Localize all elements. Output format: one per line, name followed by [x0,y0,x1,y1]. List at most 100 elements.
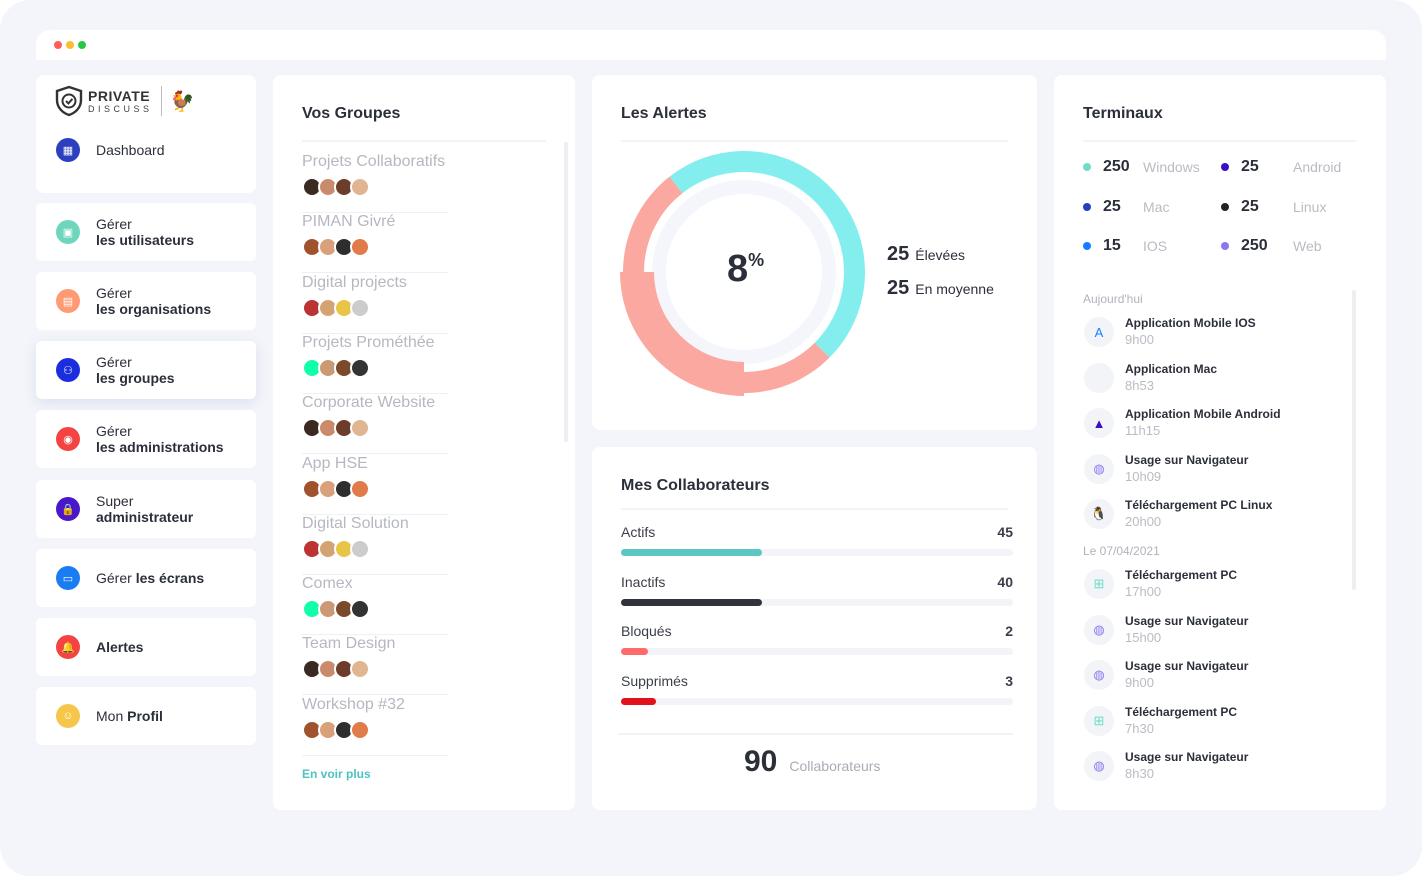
medium-label: En moyenne [915,281,994,297]
terminal-count: 250 [1241,237,1268,254]
group-avatars [302,237,448,258]
group-item[interactable]: Team Design [302,635,448,696]
group-item[interactable]: Workshop #32 [302,696,448,756]
windows-icon: ⊞ [1084,569,1114,599]
activity-time: 10h09 [1125,468,1162,484]
sidebar-item-prefix: Mon [96,708,128,724]
profile-icon: ☺ [56,704,80,728]
stat-label: Bloqués [621,623,672,639]
activity-item[interactable]: ◍ Usage sur Navigateur 15h00 [1084,614,1248,645]
sidebar-item-label: les utilisateurs [96,232,195,248]
terminals-title: Terminaux [1083,105,1163,122]
collaborator-stat: Bloqués 2 [621,623,1013,655]
activity-title: Téléchargement PC [1125,568,1238,582]
sidebar-item-label: les administrations [96,439,224,455]
status-dot [1221,163,1229,171]
status-dot [1221,202,1229,211]
day-label-today: Aujourd'hui [1083,292,1143,306]
activity-item[interactable]: ◍ Usage sur Navigateur 10h09 [1084,453,1248,484]
sidebar-item-users[interactable]: ▣ Gérer les utilisateurs [36,203,256,261]
sidebar-item-label: administrateur [96,509,194,525]
group-name: Projets Prométhée [302,333,435,351]
activity-time: 17h00 [1125,584,1162,599]
terminal-stat: 25 Mac [1083,198,1169,216]
group-item[interactable]: Projets Prométhée [302,334,448,394]
group-item[interactable]: Digital Solution [302,515,448,575]
sidebar-item-profile[interactable]: ☺ Mon Profil [36,687,256,745]
stat-progress-track [621,549,1013,556]
legend-high: 25 Élevées [887,243,965,266]
logo: PRIVATE DISCUSS 🐓 [54,85,194,117]
legend-medium: 25 En moyenne [887,277,994,300]
group-item[interactable]: PIMAN Givré [302,213,448,274]
medium-count: 25 [887,277,910,299]
group-name: Comex [302,575,353,593]
sidebar-item-administration[interactable]: ◉ Gérer les administrations [36,410,256,468]
close-dot[interactable] [54,41,62,49]
groups-card [273,75,575,810]
activity-item[interactable]: A Application Mobile IOS 9h00 [1084,316,1256,347]
group-item[interactable]: Projets Collaboratifs [302,153,448,213]
activity-title: Téléchargement PC Linux [1125,498,1273,512]
see-more-link[interactable]: En voir plus [302,767,371,781]
sidebar-item-screens[interactable]: ▭ Gérer les écrans [36,549,256,607]
avatar [350,538,370,559]
terminal-count: 15 [1103,237,1121,254]
groups-scrollbar[interactable] [564,142,568,442]
activity-item[interactable]: ⊞ Téléchargement PC 7h30 [1084,705,1237,736]
donut-segment-cyan [669,151,865,358]
terminal-count: 25 [1103,197,1121,215]
stat-value: 40 [997,573,1013,590]
logo-subtext: DISCUSS [88,104,153,114]
activity-time: 8h53 [1125,377,1154,393]
sidebar-item-groups[interactable]: ⚇ Gérer les groupes [36,341,256,399]
stat-label: Actifs [621,524,656,540]
activity-item[interactable]: ⊞ Téléchargement PC 17h00 [1084,568,1237,599]
activity-item[interactable]: Application Mac 8h53 [1084,362,1217,393]
avatar [350,177,370,197]
groups-icon: ⚇ [56,358,80,382]
maximize-dot[interactable] [78,41,86,49]
group-name: PIMAN Givré [302,213,396,231]
sidebar-item-prefix: Gérer [96,354,132,370]
activity-item[interactable]: ▲ Application Mobile Android 11h15 [1084,407,1281,438]
terminal-label: Linux [1293,198,1327,215]
sidebar-item-prefix: Gérer [96,216,132,232]
stat-value: 3 [1005,672,1013,689]
globe-icon: ◍ [1084,751,1114,781]
group-item[interactable]: Comex [302,575,448,636]
group-item[interactable]: Corporate Website [302,394,448,455]
activity-item[interactable]: ◍ Usage sur Navigateur 9h00 [1084,659,1248,690]
group-item[interactable]: Digital projects [302,274,448,334]
terminal-label: Windows [1143,159,1200,175]
activity-time: 7h30 [1125,720,1154,736]
day-label-date: Le 07/04/2021 [1083,544,1160,558]
activity-item[interactable]: ◍ Usage sur Navigateur 8h30 [1084,750,1248,781]
group-avatars [302,538,448,559]
terminal-label: Mac [1143,198,1170,215]
sidebar-item-organisation[interactable]: ▤ Gérer les organisations [36,272,256,330]
sidebar-item-dashboard[interactable]: ▦ Dashboard [36,135,256,165]
group-name: Workshop #32 [302,695,405,713]
stat-progress-track [621,648,1013,655]
group-item[interactable]: App HSE [302,455,448,515]
avatar [350,659,370,680]
sidebar-item-super-admin[interactable]: 🔒 Super administrateur [36,480,256,538]
minimize-dot[interactable] [66,41,74,49]
sidebar-item-prefix: Gérer [96,570,136,586]
collaborator-stat: Supprimés 3 [621,673,1013,705]
group-name: Digital projects [302,273,407,291]
activity-title: Usage sur Navigateur [1125,659,1249,673]
sidebar-item-alert[interactable]: 🔔 Alertes [36,618,256,676]
alerts-title: Les Alertes [621,105,707,122]
status-dot [1083,242,1091,250]
activity-item[interactable]: 🐧 Téléchargement PC Linux 20h00 [1084,498,1272,529]
avatar [350,719,370,740]
terminal-stat: 250 Windows [1083,158,1200,176]
activity-scrollbar[interactable] [1352,290,1356,590]
window-titlebar [36,30,1386,60]
stat-progress-track [621,598,1013,606]
stat-progress-fill [621,549,763,556]
status-dot [1221,242,1229,250]
